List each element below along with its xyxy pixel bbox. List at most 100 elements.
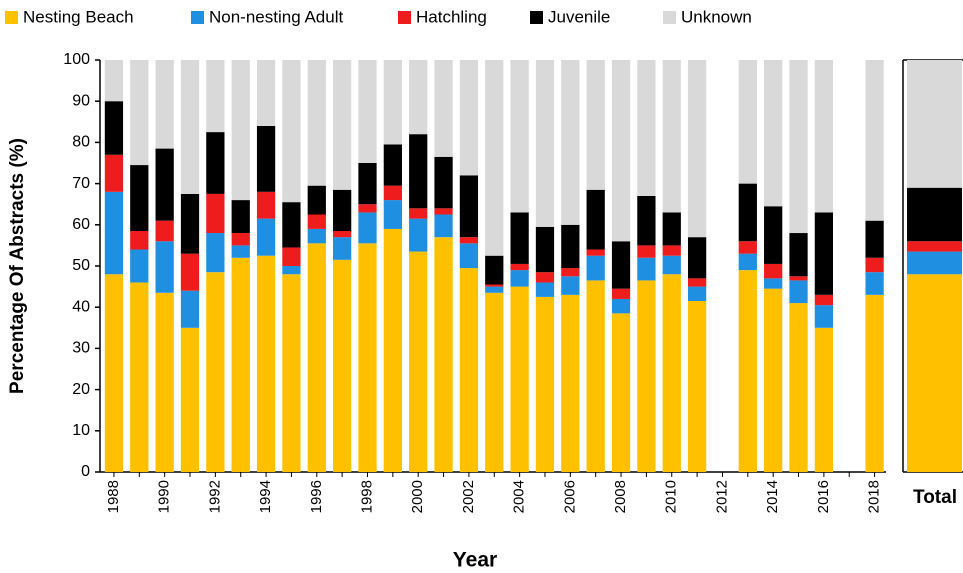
- bar-segment: [358, 60, 377, 163]
- bar-segment: [865, 60, 884, 221]
- x-tick-label: 2000: [409, 480, 426, 513]
- x-tick-label: 2008: [612, 480, 629, 513]
- x-tick-label: 2014: [764, 480, 781, 513]
- bar-segment: [231, 257, 250, 472]
- bar-segment: [764, 278, 783, 289]
- bar-segment: [561, 276, 580, 295]
- bar-segment: [535, 296, 555, 472]
- bar-segment: [409, 218, 428, 252]
- bar-segment: [256, 60, 276, 126]
- bar-segment: [535, 226, 555, 273]
- bar-segment: [282, 202, 301, 248]
- bar-segment: [180, 60, 200, 194]
- x-tick-label: 2018: [866, 480, 883, 513]
- x-tick-label: 2016: [815, 480, 832, 513]
- bar-segment: [738, 253, 757, 271]
- bar-segment: [180, 327, 200, 472]
- bar-segment: [206, 60, 225, 133]
- bar-segment: [130, 282, 149, 472]
- bar-segment: [206, 272, 225, 472]
- bar-segment: [383, 228, 402, 472]
- bar-segment: [637, 60, 656, 196]
- legend-label: Unknown: [681, 7, 752, 26]
- bar-segment: [814, 305, 834, 328]
- bar-segment: [282, 274, 301, 472]
- bar-segment: [231, 233, 250, 246]
- bar-segment: [231, 60, 250, 201]
- bar-segment: [383, 200, 402, 229]
- bar-segment: [130, 165, 149, 231]
- y-tick-label: 40: [72, 298, 90, 315]
- y-tick-label: 30: [72, 340, 90, 357]
- bar-segment: [358, 163, 377, 205]
- bar-segment: [409, 60, 428, 135]
- bar-segment: [687, 278, 707, 287]
- y-tick-label: 90: [72, 92, 90, 109]
- bar-segment: [687, 286, 707, 302]
- x-tick-label: 2012: [713, 480, 730, 513]
- x-tick-label: 1996: [308, 480, 325, 513]
- x-axis-label: Year: [453, 549, 497, 572]
- bar-segment: [687, 301, 707, 472]
- bar-segment: [662, 212, 681, 246]
- y-tick-label: 20: [72, 381, 90, 398]
- legend-swatch: [530, 11, 543, 24]
- bar-segment: [637, 195, 656, 246]
- bar-segment: [485, 286, 504, 293]
- bar-segment: [535, 282, 555, 297]
- bar-segment: [383, 144, 402, 186]
- bar-segment: [333, 230, 352, 238]
- bar-segment: [307, 185, 326, 215]
- y-tick-label: 80: [72, 134, 90, 151]
- bar-segment: [282, 266, 301, 275]
- bar-segment: [104, 101, 124, 155]
- bar-segment: [485, 255, 504, 285]
- bar-segment: [434, 60, 453, 157]
- bar-segment: [510, 263, 529, 271]
- bar-segment: [586, 189, 605, 250]
- bar-segment: [307, 228, 326, 244]
- bar-segment: [231, 200, 250, 234]
- bar-segment: [561, 294, 580, 472]
- bar-segment: [510, 286, 529, 472]
- bar-segment: [865, 257, 884, 273]
- bar-segment: [814, 327, 834, 472]
- bar-segment: [307, 214, 326, 229]
- bar-segment: [764, 206, 783, 264]
- bar-segment: [104, 154, 124, 192]
- bar-segment: [764, 60, 783, 207]
- legend-swatch: [5, 11, 18, 24]
- bar-segment: [104, 274, 124, 472]
- bar-segment: [459, 237, 479, 244]
- bar-segment: [738, 241, 757, 254]
- x-tick-label: 1988: [105, 480, 122, 513]
- y-tick-label: 0: [81, 463, 90, 480]
- bar-segment: [662, 245, 681, 256]
- bar-segment: [814, 294, 834, 306]
- y-tick-label: 50: [72, 257, 90, 274]
- bar-segment: [907, 60, 962, 188]
- y-axis-label: Percentage Of Abstracts (%): [7, 138, 28, 394]
- bar-segment: [155, 241, 174, 293]
- bar-segment: [333, 237, 352, 260]
- bar-segment: [155, 60, 174, 149]
- x-tick-label: Total: [913, 487, 957, 508]
- bar-segment: [561, 268, 580, 277]
- bar-segment: [907, 274, 962, 472]
- bar-segment: [535, 60, 555, 227]
- bar-segment: [130, 230, 149, 250]
- bar-segment: [383, 60, 402, 145]
- bar-segment: [459, 60, 479, 176]
- bar-segment: [561, 60, 580, 225]
- bar-segment: [485, 60, 504, 256]
- bar-segment: [611, 241, 631, 289]
- bar-segment: [256, 255, 276, 472]
- bar-segment: [865, 294, 884, 472]
- y-tick-label: 100: [63, 51, 90, 68]
- y-tick-label: 10: [72, 422, 90, 439]
- bar-segment: [206, 193, 225, 234]
- legend-swatch: [191, 11, 204, 24]
- bar-segment: [535, 272, 555, 283]
- x-tick-label: 2010: [663, 480, 680, 513]
